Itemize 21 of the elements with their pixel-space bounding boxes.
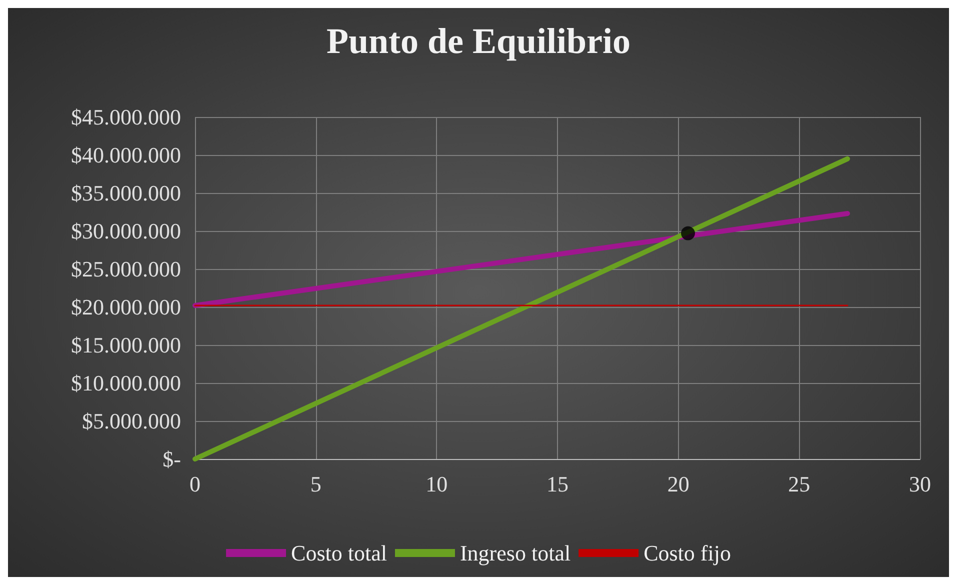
y-tick-label: $35.000.000 — [71, 180, 181, 206]
y-tick-label: $5.000.000 — [82, 408, 181, 434]
y-tick-label: $45.000.000 — [71, 104, 181, 130]
x-tick-label: 0 — [190, 472, 200, 496]
x-tick-label: 25 — [788, 472, 810, 496]
y-tick-label: $40.000.000 — [71, 142, 181, 168]
y-tick-label: $10.000.000 — [71, 370, 181, 396]
x-tick-label: 15 — [546, 472, 568, 496]
chart-title: Punto de Equilibrio — [326, 21, 631, 61]
y-tick-label: $25.000.000 — [71, 256, 181, 282]
x-tick-label: 10 — [426, 472, 448, 496]
y-tick-label: $20.000.000 — [71, 294, 181, 320]
legend-label: Ingreso total — [460, 540, 571, 566]
y-tick-label: $15.000.000 — [71, 332, 181, 358]
legend-label: Costo total — [291, 540, 387, 566]
y-tick-label: $- — [162, 446, 181, 472]
y-tick-label: $30.000.000 — [71, 218, 181, 244]
legend-label: Costo fijo — [644, 540, 731, 566]
x-tick-label: 20 — [667, 472, 690, 496]
x-tick-label: 30 — [909, 472, 931, 496]
x-tick-label: 5 — [310, 472, 322, 496]
